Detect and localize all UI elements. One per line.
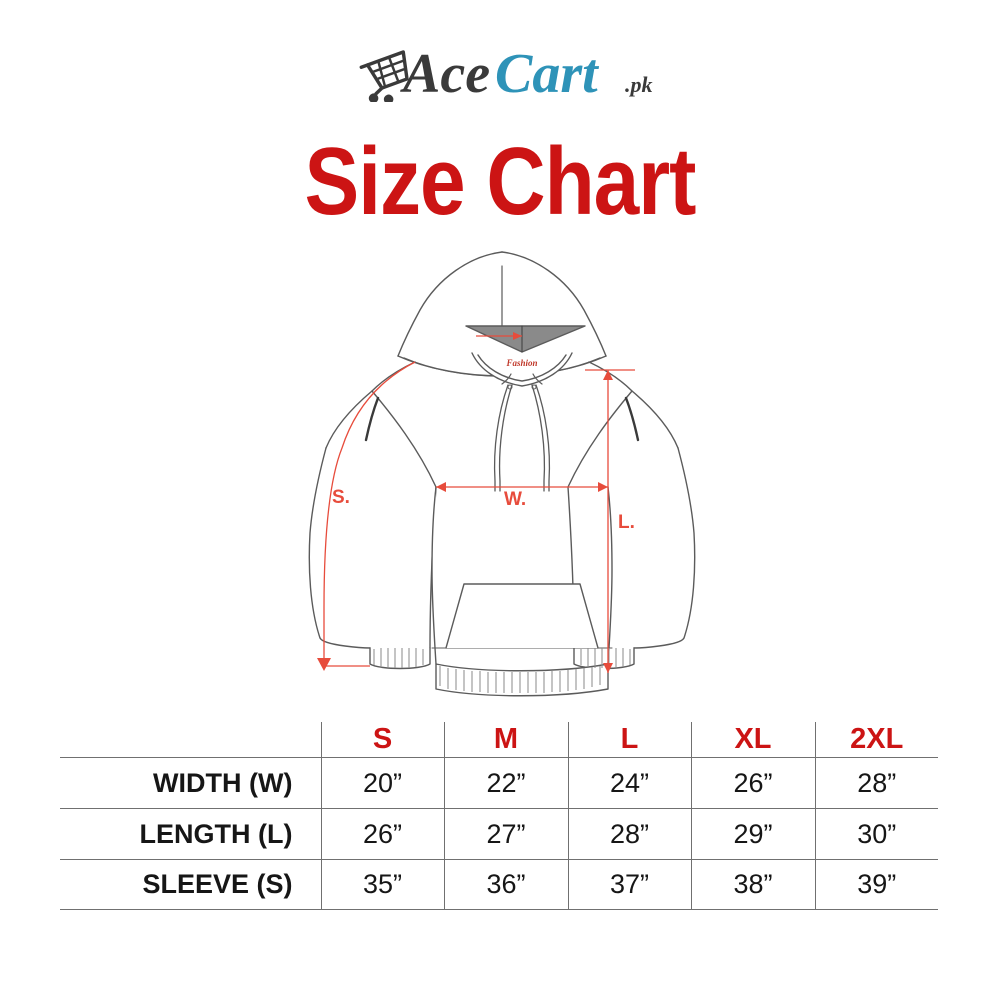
svg-text:.pk: .pk <box>625 72 653 97</box>
svg-text:L.: L. <box>618 512 635 533</box>
svg-text:Ace: Ace <box>400 43 490 102</box>
svg-text:W.: W. <box>504 489 526 510</box>
svg-text:Cart: Cart <box>495 43 599 102</box>
svg-text:S.: S. <box>332 487 350 508</box>
svg-text:Fashion: Fashion <box>505 358 537 368</box>
